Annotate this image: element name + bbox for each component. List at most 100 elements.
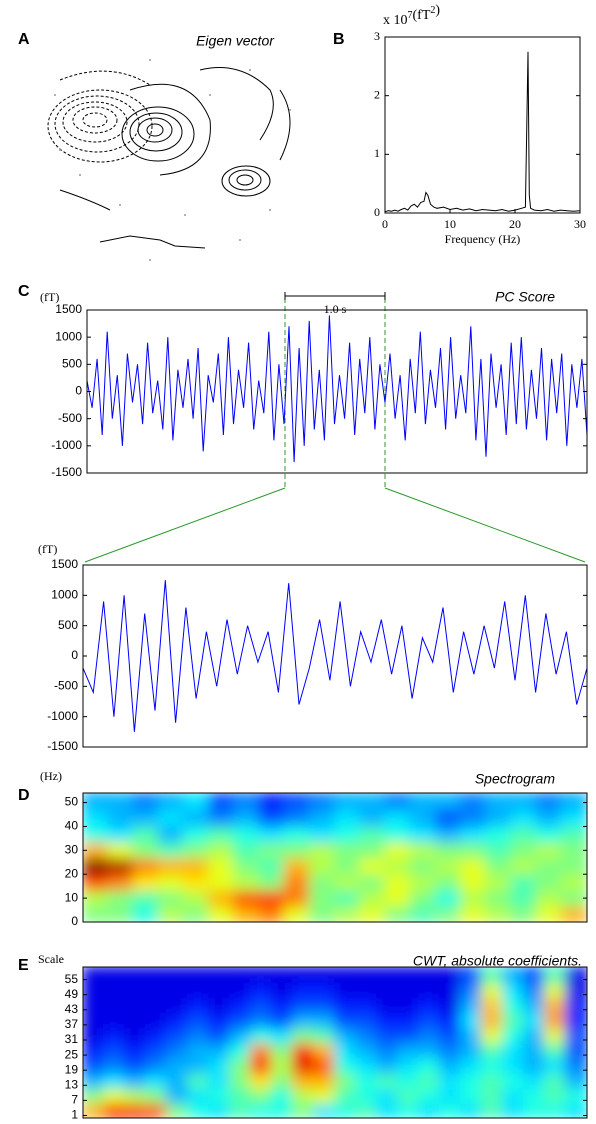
heatmap-cell (132, 793, 160, 811)
heatmap-cell (83, 1071, 105, 1089)
heatmap-cell (418, 1026, 441, 1044)
heatmap-cell (334, 967, 357, 984)
heatmap-cell (334, 996, 357, 1014)
heatmap-cell (107, 856, 135, 875)
y-tick-label: 50 (65, 795, 79, 809)
heatmap-cell (166, 1041, 189, 1059)
y-tick-label: -500 (54, 679, 78, 693)
heatmap-cell (460, 967, 483, 984)
plot-area (384, 51, 581, 213)
heatmap-cell (103, 981, 126, 999)
y-scale-part: x 10 (383, 13, 408, 28)
chart-title: CWT, absolute coefficients. (413, 953, 582, 969)
heatmap-cell (355, 967, 378, 984)
y-tick-label: 2 (374, 87, 380, 101)
heatmap-cell (397, 1041, 420, 1059)
heatmap-cell (157, 888, 185, 907)
data-line (82, 580, 588, 732)
heatmap-cell (157, 824, 185, 843)
heatmap-cell (544, 1041, 567, 1059)
heatmap-cell (145, 967, 168, 984)
heatmap-cell (439, 981, 462, 999)
heatmap-cell (271, 1011, 294, 1029)
heatmap-cell (397, 1071, 420, 1089)
heatmap-cell (544, 996, 567, 1014)
heatmap-cell (258, 808, 286, 827)
heatmap-cell (334, 856, 362, 875)
heatmap-cell (359, 840, 387, 859)
heatmap-cell (510, 840, 538, 859)
heatmap-cell (132, 824, 160, 843)
heatmap-cell (292, 1101, 315, 1118)
heatmap-cell (83, 856, 110, 875)
y-tick-label: 19 (65, 1062, 79, 1076)
heatmap-cell (418, 1086, 441, 1104)
heatmap-cell (560, 808, 587, 827)
heatmap-cell (535, 824, 563, 843)
heatmap-cell (384, 793, 412, 811)
heatmap-cell (308, 793, 336, 811)
heatmap-cell (510, 872, 538, 891)
heatmap-cell (523, 1056, 546, 1074)
heatmap-cell (83, 808, 110, 827)
heatmap-cell (103, 1071, 126, 1089)
heatmap-cell (409, 872, 437, 891)
heatmap-cell (208, 1026, 231, 1044)
heatmap-cell (187, 1101, 210, 1118)
heatmap-cell (334, 1101, 357, 1118)
y-tick-label: 30 (65, 843, 79, 857)
y-axis-label: (fT) (38, 542, 57, 556)
heatmap-cell (166, 1011, 189, 1029)
panel-label: B (333, 31, 345, 48)
heatmap-cell (271, 981, 294, 999)
plot-area (83, 793, 587, 922)
heatmap-cell (359, 793, 387, 811)
heatmap-cell (187, 1056, 210, 1074)
y-tick-label: -500 (58, 411, 82, 425)
heatmap-cell (308, 840, 336, 859)
heatmap-cell (418, 1101, 441, 1118)
heatmap-cell (560, 904, 587, 922)
heatmap-cell (485, 888, 513, 907)
heatmap-cell (233, 872, 261, 891)
data-line (86, 315, 588, 463)
heatmap-cell (359, 872, 387, 891)
scale-bar (284, 292, 386, 300)
heatmap-cell (145, 1011, 168, 1029)
heatmap-cell (258, 840, 286, 859)
heatmap-cell (502, 1071, 525, 1089)
heatmap-cell (334, 793, 362, 811)
y-tick-label: 31 (65, 1032, 79, 1046)
heatmap (83, 967, 587, 1118)
heatmap-cell (233, 793, 261, 811)
heatmap-cell (460, 872, 488, 891)
y-tick-label: 1 (71, 1108, 78, 1122)
heatmap-cell (166, 967, 189, 984)
heatmap-cell (292, 1011, 315, 1029)
heatmap-cell (283, 840, 311, 859)
heatmap-cell (250, 1071, 273, 1089)
heatmap-cell (229, 1011, 252, 1029)
heatmap-cell (481, 1101, 504, 1118)
heatmap-cell (502, 996, 525, 1014)
heatmap-cell (434, 793, 462, 811)
heatmap-cell (434, 888, 462, 907)
axes-frame (82, 966, 588, 1119)
heatmap-cell (187, 1026, 210, 1044)
heatmap-cell (124, 981, 147, 999)
heatmap-cell (397, 1101, 420, 1118)
sensor-dots (54, 59, 291, 261)
heatmap-cell (187, 981, 210, 999)
heatmap-cell (229, 1086, 252, 1104)
heatmap-cell (124, 1086, 147, 1104)
heatmap-cell (460, 856, 488, 875)
heatmap-cell (439, 1041, 462, 1059)
heatmap-cell (434, 840, 462, 859)
heatmap-cell (397, 981, 420, 999)
y-tick-label: -1000 (47, 709, 78, 723)
heatmap-cell (418, 996, 441, 1014)
heatmap-cell (334, 808, 362, 827)
heatmap-cells (83, 967, 587, 1118)
heatmap-cell (182, 872, 210, 891)
heatmap-cell (124, 1041, 147, 1059)
